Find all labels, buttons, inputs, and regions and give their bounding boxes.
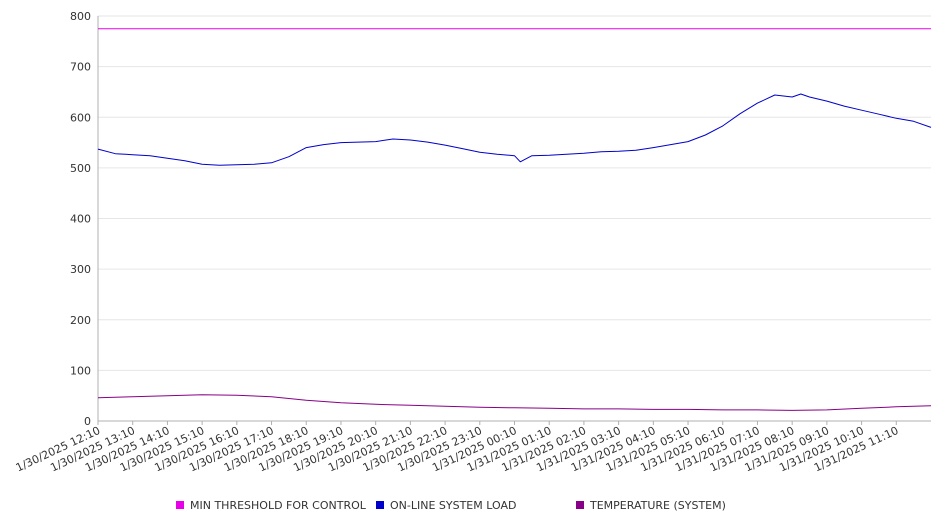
y-tick-label: 300 — [70, 263, 91, 276]
legend-swatch — [376, 501, 384, 509]
legend-label: TEMPERATURE (SYSTEM) — [589, 499, 726, 512]
legend-swatch — [576, 501, 584, 509]
grid — [98, 15, 931, 371]
legend-label: ON-LINE SYSTEM LOAD — [390, 499, 516, 512]
y-tick-label: 600 — [70, 111, 91, 124]
legend-swatch — [176, 501, 184, 509]
series-line-3 — [97, 394, 932, 411]
legend: MIN THRESHOLD FOR CONTROL ON-LINE SYSTEM … — [176, 499, 726, 512]
y-tick-label: 0 — [84, 415, 91, 428]
y-tick-label: 500 — [70, 162, 91, 175]
y-tick-label: 400 — [70, 213, 91, 226]
y-tick-label: 800 — [70, 10, 91, 23]
legend-label: MIN THRESHOLD FOR CONTROL — [190, 499, 367, 512]
y-tick-label: 200 — [70, 314, 91, 327]
y-tick-label: 100 — [70, 364, 91, 377]
y-tick-label: 700 — [70, 61, 91, 74]
series-lines — [97, 28, 932, 411]
series-line-2 — [97, 93, 932, 166]
